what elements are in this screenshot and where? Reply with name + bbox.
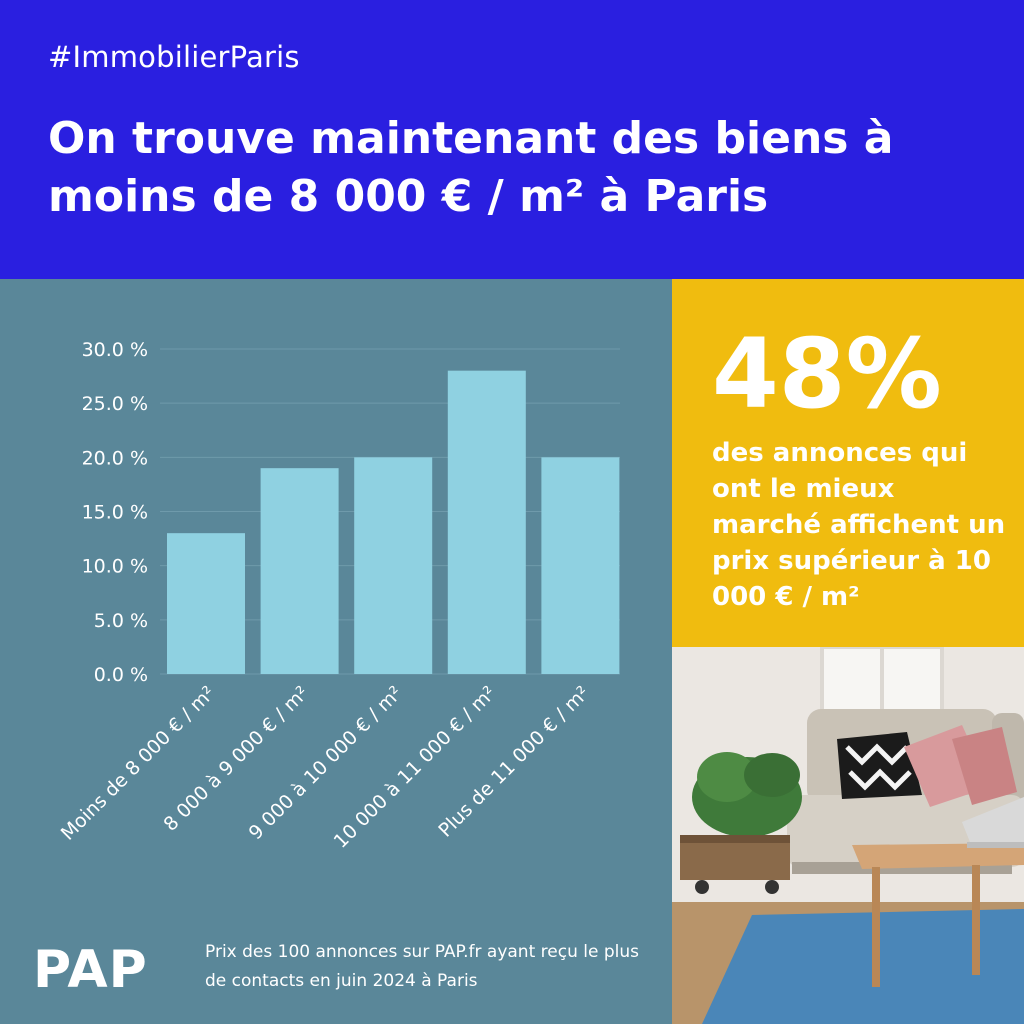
bar xyxy=(541,457,620,674)
y-tick-label: 25.0 % xyxy=(82,393,148,415)
x-category-label: Moins de 8 000 € / m² xyxy=(57,682,220,845)
y-tick-label: 30.0 % xyxy=(82,339,148,361)
y-tick-label: 20.0 % xyxy=(82,447,148,469)
bar-chart: 0.0 % 5.0 % 10.0 % 15.0 % 20.0 % 25.0 % 30.0 %… xyxy=(57,339,620,853)
bar xyxy=(447,370,526,674)
bar xyxy=(167,533,245,674)
y-tick-label: 0.0 % xyxy=(94,664,148,686)
y-tick-label: 15.0 % xyxy=(82,502,148,524)
chart-panel: 0.0 % 5.0 % 10.0 % 15.0 % 20.0 % 25.0 % 30.0 %… xyxy=(0,279,672,1024)
stat-description: des annonces qui ont le mieux marché aff… xyxy=(712,438,1006,612)
x-category-label: Plus de 11 000 € / m² xyxy=(434,682,594,842)
stat-percentage: 48% xyxy=(712,318,942,430)
source-note: Prix des 100 annonces sur PAP.fr ayant r… xyxy=(205,942,639,991)
stat-panel: 48% des annonces qui ont le mieux marché… xyxy=(672,279,1024,647)
bar xyxy=(260,468,339,674)
y-tick-label: 5.0 % xyxy=(94,610,148,632)
hashtag: #ImmobilierParis xyxy=(48,40,300,74)
headline: On trouve maintenant des biens à moins d… xyxy=(48,113,894,222)
x-category-label: 9 000 à 10 000 € / m² xyxy=(245,682,407,844)
bar xyxy=(354,457,433,674)
header-banner: #ImmobilierParis On trouve maintenant de… xyxy=(0,0,1024,279)
x-category-label: 10 000 à 11 000 € / m² xyxy=(330,682,501,853)
y-tick-label: 10.0 % xyxy=(82,556,148,578)
pap-logo: PAP xyxy=(33,940,148,1000)
living-room-photo xyxy=(672,647,1024,1024)
